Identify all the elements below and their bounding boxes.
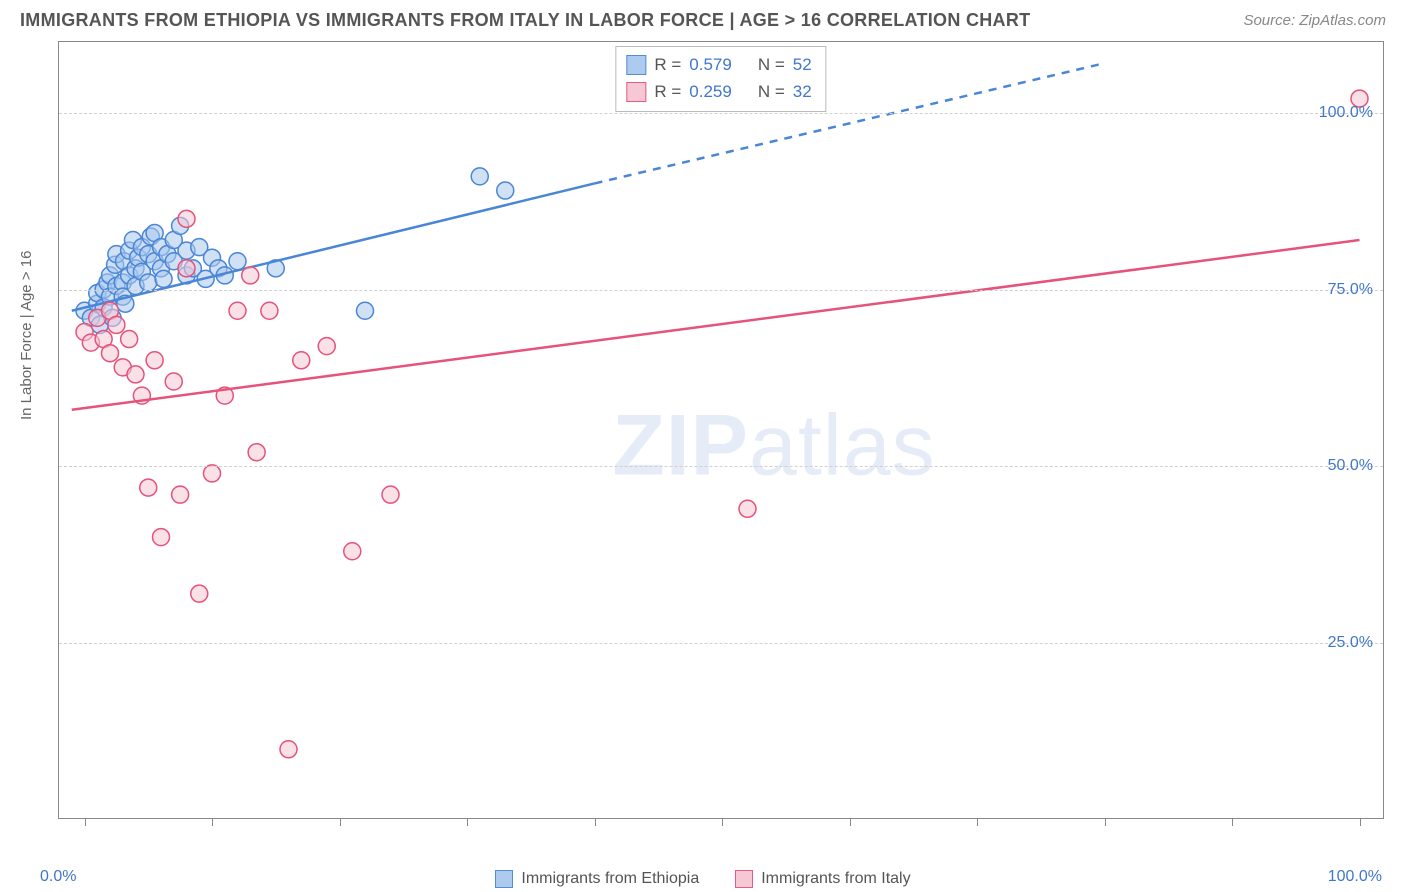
scatter-point — [153, 529, 170, 546]
chart-title: IMMIGRANTS FROM ETHIOPIA VS IMMIGRANTS F… — [20, 10, 1030, 31]
legend-swatch — [626, 55, 646, 75]
stat-n-value: 32 — [793, 78, 812, 105]
x-tick — [722, 818, 723, 826]
scatter-point — [155, 270, 172, 287]
scatter-point — [102, 345, 119, 362]
trend-line — [72, 240, 1360, 410]
scatter-point — [140, 274, 157, 291]
gridline — [59, 643, 1383, 644]
x-tick — [977, 818, 978, 826]
legend-swatch — [735, 870, 753, 888]
scatter-point — [318, 338, 335, 355]
x-tick — [467, 818, 468, 826]
plot-area: ZIPatlas R =0.579N =52R =0.259N =32 25.0… — [58, 41, 1384, 819]
x-tick — [1360, 818, 1361, 826]
source-credit: Source: ZipAtlas.com — [1243, 12, 1386, 29]
stat-r-label: R = — [654, 51, 681, 78]
scatter-point — [127, 366, 144, 383]
x-tick — [85, 818, 86, 826]
gridline — [59, 290, 1383, 291]
scatter-point — [191, 585, 208, 602]
scatter-point — [344, 543, 361, 560]
scatter-point — [229, 302, 246, 319]
y-axis-label: In Labor Force | Age > 16 — [18, 251, 35, 420]
legend-swatch — [626, 82, 646, 102]
legend-item: Immigrants from Ethiopia — [495, 870, 699, 888]
scatter-point — [165, 373, 182, 390]
scatter-point — [108, 316, 125, 333]
stat-r-value: 0.579 — [689, 51, 732, 78]
scatter-point — [242, 267, 259, 284]
scatter-point — [357, 302, 374, 319]
stat-r-label: R = — [654, 78, 681, 105]
legend: Immigrants from Ethiopia Immigrants from … — [0, 870, 1406, 888]
stat-row: R = 0.259 N = 32 — [626, 78, 811, 105]
legend-label: Immigrants from Italy — [761, 870, 910, 888]
stat-n-label: N = — [758, 51, 785, 78]
x-tick — [1105, 818, 1106, 826]
x-tick — [1232, 818, 1233, 826]
scatter-point — [739, 500, 756, 517]
scatter-point — [382, 486, 399, 503]
stat-n-label: N = — [758, 78, 785, 105]
scatter-point — [497, 182, 514, 199]
gridline — [59, 113, 1383, 114]
scatter-point — [204, 465, 221, 482]
legend-item: Immigrants from Italy — [735, 870, 910, 888]
gridline — [59, 466, 1383, 467]
x-tick — [340, 818, 341, 826]
y-tick-label: 100.0% — [1319, 104, 1373, 122]
scatter-point — [172, 486, 189, 503]
y-tick-label: 25.0% — [1328, 634, 1373, 652]
legend-swatch — [495, 870, 513, 888]
x-tick — [212, 818, 213, 826]
header: IMMIGRANTS FROM ETHIOPIA VS IMMIGRANTS F… — [0, 0, 1406, 39]
stat-row: R = 0.579 N = 52 — [626, 51, 811, 78]
scatter-point — [471, 168, 488, 185]
y-tick-label: 50.0% — [1328, 457, 1373, 475]
correlation-stats-box: R = 0.579 N = 52 R = 0.259 N = 32 — [615, 46, 826, 112]
stat-n-value: 52 — [793, 51, 812, 78]
scatter-point — [229, 253, 246, 270]
scatter-point — [178, 210, 195, 227]
scatter-point — [178, 260, 195, 277]
scatter-point — [140, 479, 157, 496]
x-tick — [595, 818, 596, 826]
y-tick-label: 75.0% — [1328, 281, 1373, 299]
x-tick — [850, 818, 851, 826]
legend-label: Immigrants from Ethiopia — [521, 870, 699, 888]
scatter-point — [121, 331, 138, 348]
chart-svg — [59, 42, 1383, 818]
scatter-point — [248, 444, 265, 461]
scatter-point — [280, 741, 297, 758]
scatter-point — [261, 302, 278, 319]
scatter-point — [293, 352, 310, 369]
stat-r-value: 0.259 — [689, 78, 732, 105]
scatter-point — [146, 352, 163, 369]
